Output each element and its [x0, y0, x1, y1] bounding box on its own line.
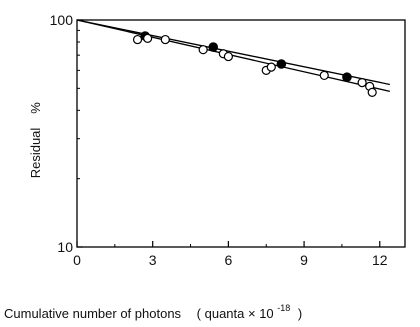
open-data-point — [266, 62, 276, 72]
x-axis-unit-prefix: ( quanta × 10 — [197, 306, 274, 321]
fit-lines — [76, 19, 391, 92]
open-data-point — [143, 33, 153, 43]
fit-line-series-1 — [76, 19, 390, 86]
axes: 0 3 6 9 12 10 100 — [50, 12, 406, 268]
open-data-point — [132, 34, 143, 45]
x-tick-label: 12 — [372, 252, 388, 268]
filled-data-point — [208, 42, 219, 52]
open-data-point — [319, 70, 329, 81]
x-tick-label: 6 — [224, 252, 232, 268]
x-axis-unit-exponent: -18 — [277, 303, 290, 313]
plot-frame — [76, 19, 406, 248]
x-axis-label: Cumulative number of photons ( quanta × … — [4, 299, 302, 321]
y-axis-label: Residual — [28, 128, 43, 179]
fit-line-series-2 — [76, 19, 391, 92]
x-tick-label: 3 — [149, 252, 157, 268]
open-data-point — [160, 34, 170, 45]
open-data-point — [198, 45, 208, 55]
open-data-point — [367, 87, 377, 97]
filled-data-point — [276, 59, 287, 69]
filled-data-point — [342, 72, 352, 82]
y-tick-label: 10 — [57, 239, 73, 255]
y-tick-label: 100 — [50, 12, 74, 28]
x-tick-label: 9 — [300, 252, 308, 268]
x-axis-unit-suffix: ) — [298, 306, 302, 321]
x-tick-label: 0 — [73, 252, 81, 268]
labels: Residual % Cumulative number of photons … — [4, 102, 302, 321]
y-axis-unit: % — [28, 102, 43, 114]
open-data-point — [357, 77, 367, 88]
data-points — [132, 31, 377, 97]
open-data-point — [223, 51, 233, 62]
x-axis-label-main: Cumulative number of photons — [4, 306, 182, 321]
